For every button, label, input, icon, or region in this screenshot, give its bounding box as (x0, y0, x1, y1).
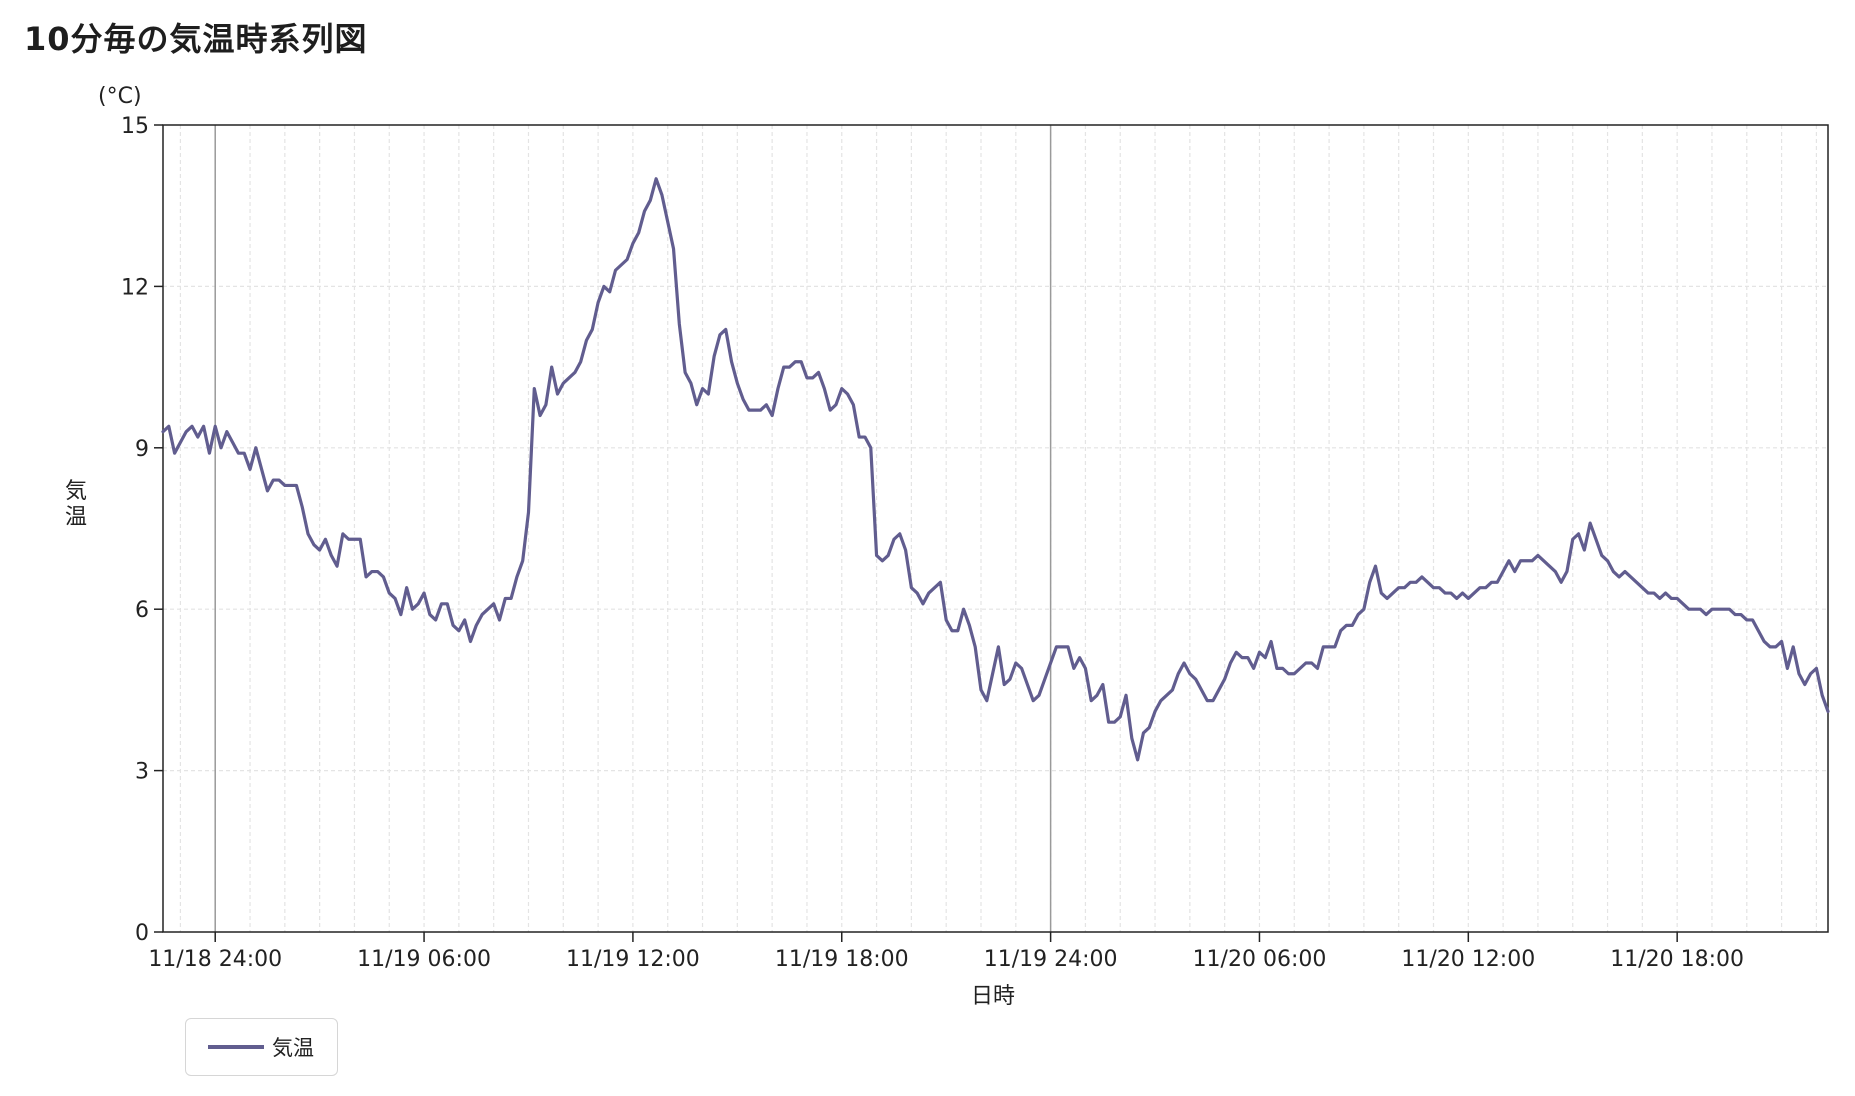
y-tick-label: 3 (135, 760, 149, 785)
legend: 気温 (185, 1018, 338, 1076)
y-axis-label: 気温 (65, 479, 87, 530)
x-tick-label: 11/20 12:00 (1401, 947, 1535, 972)
grid (163, 125, 1828, 932)
x-tick-label: 11/19 18:00 (775, 947, 909, 972)
legend-swatch (208, 1045, 264, 1049)
series-line-0 (161, 177, 1830, 762)
x-axis-label: 日時 (971, 984, 1015, 1009)
y-axis-unit: (°C) (98, 84, 142, 109)
x-tick-label: 11/20 06:00 (1193, 947, 1327, 972)
axis-labels: (°C) 気温 日時 0 3 6 9 12 15 11/18 24:00 11/19 06:0… (65, 84, 1744, 1009)
y-tick-label: 6 (135, 598, 149, 623)
x-tick-label: 11/20 18:00 (1610, 947, 1744, 972)
y-tick-label: 12 (121, 275, 149, 300)
x-tick-label: 11/18 24:00 (148, 947, 282, 972)
legend-label: 気温 (272, 1036, 314, 1060)
series-layer (161, 177, 1830, 762)
x-tick-label: 11/19 24:00 (984, 947, 1118, 972)
y-tick-label: 15 (121, 114, 149, 139)
plot-frame (162, 124, 1829, 933)
y-tick-label: 9 (135, 437, 149, 462)
x-tick-label: 11/19 06:00 (357, 947, 491, 972)
x-tick-label: 11/19 12:00 (566, 947, 700, 972)
y-tick-label: 0 (135, 921, 149, 946)
axes (154, 124, 1829, 942)
chart-title: 10分毎の気温時系列図 (24, 20, 368, 58)
